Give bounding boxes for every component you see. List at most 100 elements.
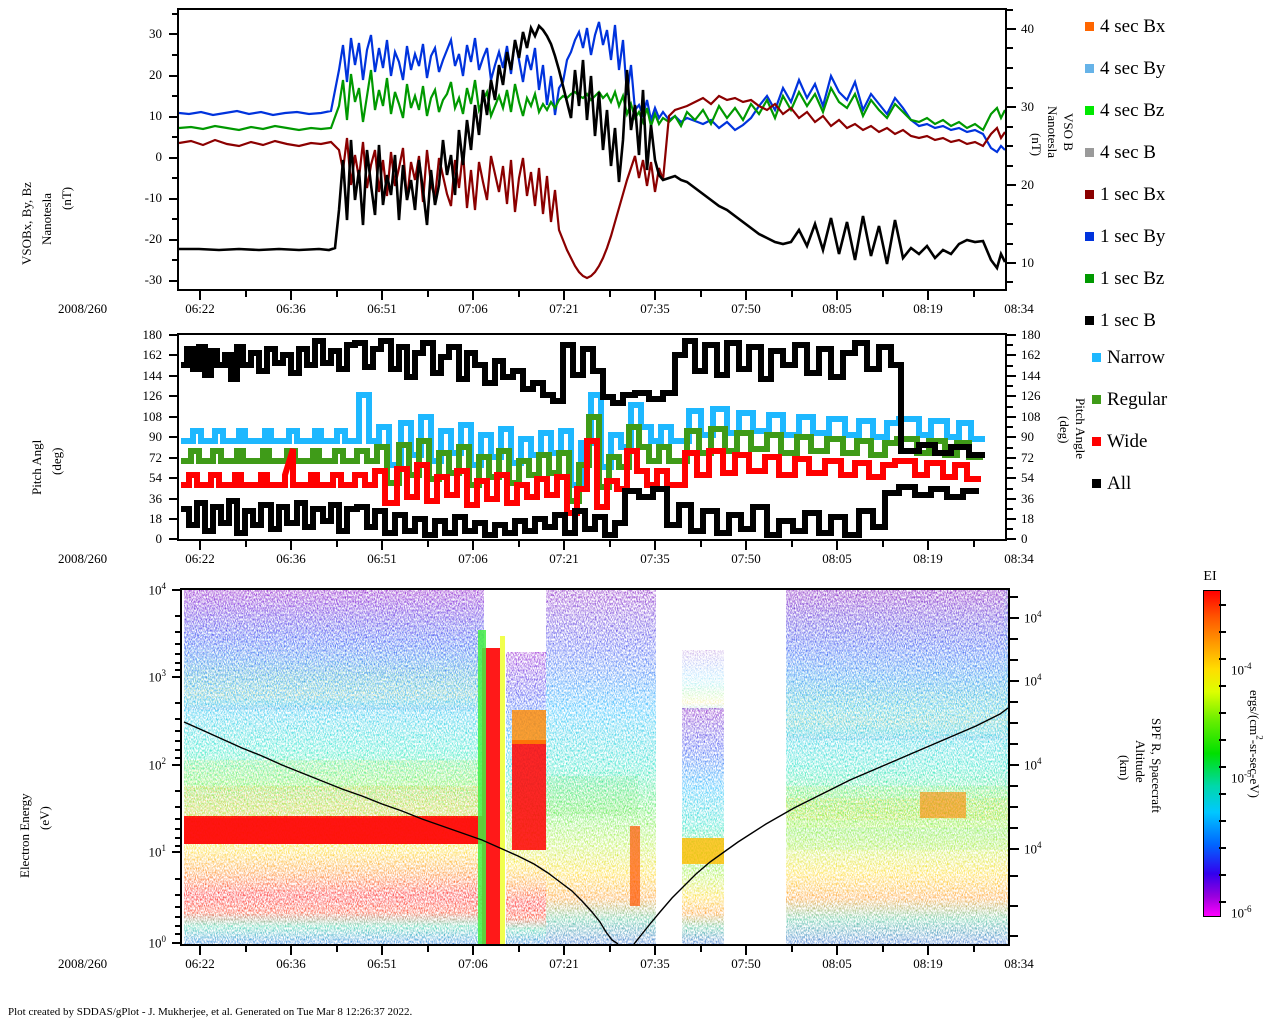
top-panel-date-label: 2008/260 — [58, 301, 108, 316]
bottom-ytick-right-3: 104 — [1024, 840, 1042, 857]
legend-label-1sec-bz: 1 sec Bz — [1100, 268, 1165, 289]
mid-xtick-9: 08:34 — [1004, 551, 1034, 566]
spectro-burst-columns — [478, 630, 546, 944]
bottom-ytick-1e3: 103 — [148, 668, 167, 685]
legend-item-7[interactable]: 1 sec B — [1085, 311, 1156, 330]
panel-pitch-angle — [177, 333, 1007, 541]
legend-swatch-4sec-bz — [1085, 106, 1094, 115]
legend-item-11[interactable]: All — [1092, 474, 1131, 493]
mid-xtick-1: 06:36 — [276, 551, 306, 566]
legend-item-8[interactable]: Narrow — [1092, 348, 1165, 367]
mid-panel-date-label: 2008/260 — [58, 551, 108, 566]
legend-swatch-1sec-bz — [1085, 274, 1094, 283]
electron-spectrogram-plot — [182, 590, 1008, 944]
series-all — [181, 338, 985, 538]
legend-swatch-1sec-bx — [1085, 190, 1094, 199]
bottom-ytick-1e0: 100 — [148, 934, 167, 951]
top-panel-ylabel-left: VSOBx, By, Bz — [19, 182, 34, 265]
mid-ytick-108: 108 — [142, 409, 163, 424]
top-ytick-0: 0 — [155, 149, 163, 164]
legend-item-3[interactable]: 4 sec B — [1085, 143, 1156, 162]
legend-item-9[interactable]: Regular — [1092, 390, 1167, 409]
top-xtick-7: 08:05 — [822, 301, 852, 316]
mid-panel-ylabel-right-units: (deg) — [1057, 416, 1072, 444]
mid-ytick-36: 36 — [149, 491, 162, 506]
top-ytick-neg30: -30 — [144, 272, 162, 287]
altitude-trace — [183, 707, 1008, 944]
legend-swatch-narrow — [1092, 353, 1101, 362]
legend-item-0[interactable]: 4 sec Bx — [1085, 17, 1165, 36]
top-ytick-20: 20 — [149, 67, 162, 82]
mid-ytick-126: 126 — [142, 388, 163, 403]
legend-item-4[interactable]: 1 sec Bx — [1085, 185, 1165, 204]
legend-item-6[interactable]: 1 sec Bz — [1085, 269, 1164, 288]
legend-label-1sec-bx: 1 sec Bx — [1100, 184, 1166, 205]
legend-swatch-4sec-bx — [1085, 22, 1094, 31]
mid-xtick-7: 08:05 — [822, 551, 852, 566]
spectro-region-late — [786, 590, 1008, 944]
top-ytick-right-30: 30 — [1021, 99, 1034, 114]
bottom-xtick-3: 07:06 — [458, 956, 488, 971]
series-narrow — [181, 392, 985, 488]
bottom-ytick-1e4: 104 — [148, 581, 167, 598]
spectro-region-mid — [546, 590, 656, 944]
mid-panel-ylabel-left-units: (deg) — [49, 447, 64, 475]
legend-item-10[interactable]: Wide — [1092, 432, 1147, 451]
legend-label-4sec-bx: 4 sec Bx — [1100, 16, 1166, 37]
series-wide — [181, 438, 981, 516]
top-ytick-right-10: 10 — [1021, 255, 1034, 270]
top-ytick-neg20: -20 — [144, 231, 162, 246]
panel-magnetic-field — [177, 8, 1007, 291]
mid-xtick-5: 07:35 — [640, 551, 670, 566]
mid-ytick-0: 0 — [155, 531, 163, 546]
top-panel-ylabel-right-units: Nanotesla — [1045, 106, 1060, 158]
legend-label-4sec-bz: 4 sec Bz — [1100, 100, 1165, 121]
legend-swatch-wide — [1092, 437, 1101, 446]
spectro-region-slab — [682, 650, 724, 944]
bottom-xtick-4: 07:21 — [549, 956, 579, 971]
legend-swatch-4sec-by — [1085, 64, 1094, 73]
bottom-xtick-7: 08:05 — [822, 956, 852, 971]
mid-ytick-54: 54 — [149, 470, 162, 485]
bottom-xtick-9: 08:34 — [1004, 956, 1034, 971]
mid-ytick-90: 90 — [149, 429, 162, 444]
legend-label-4sec-b: 4 sec B — [1100, 142, 1156, 163]
legend-label-1sec-b: 1 sec B — [1100, 310, 1156, 331]
bottom-ytick-1e2: 102 — [148, 756, 167, 773]
colorbar-units-label: ergs/(cm2-sr-sec-eV) — [1247, 690, 1265, 798]
mid-ytick-right-54: 54 — [1021, 470, 1034, 485]
legend-item-5[interactable]: 1 sec By — [1085, 227, 1165, 246]
top-panel-ylabel-right-unit2: (nT) — [1029, 133, 1044, 157]
colorbar-tick-1e-5: 10-5 — [1231, 769, 1252, 786]
top-ytick-10: 10 — [149, 108, 162, 123]
bottom-ytick-right-0: 104 — [1024, 609, 1042, 626]
top-panel-ylabel-right: VSO B — [1061, 113, 1076, 151]
legend-item-2[interactable]: 4 sec Bz — [1085, 101, 1164, 120]
mid-ytick-right-90: 90 — [1021, 429, 1034, 444]
legend-label-wide: Wide — [1107, 431, 1148, 452]
bottom-ytick-right-1: 104 — [1024, 672, 1042, 689]
top-xtick-1: 06:36 — [276, 301, 306, 316]
mid-ytick-right-126: 126 — [1021, 388, 1041, 403]
colorbar-title: EI — [1203, 569, 1217, 584]
top-xtick-0: 06:22 — [185, 301, 215, 316]
legend-label-1sec-by: 1 sec By — [1100, 226, 1166, 247]
series-1sec-Bx — [179, 94, 1005, 280]
mid-ytick-right-180: 180 — [1021, 327, 1041, 342]
bottom-xtick-2: 06:51 — [367, 956, 397, 971]
mid-xtick-8: 08:19 — [913, 551, 943, 566]
spf-spacecraft-label: SPF R, Spacecraft — [1149, 718, 1164, 813]
top-ytick-right-40: 40 — [1021, 21, 1034, 36]
legend-item-1[interactable]: 4 sec By — [1085, 59, 1165, 78]
top-xtick-3: 07:06 — [458, 301, 488, 316]
spectro-region-early — [184, 590, 484, 944]
top-xtick-6: 07:50 — [731, 301, 761, 316]
legend-label-4sec-by: 4 sec By — [1100, 58, 1166, 79]
bottom-xtick-1: 06:36 — [276, 956, 306, 971]
mid-panel-ylabel-left: Pitch Angl — [29, 439, 44, 495]
top-ytick-right-20: 20 — [1021, 177, 1034, 192]
bottom-panel-ylabel-right-units: (km) — [1117, 755, 1132, 781]
legend-swatch-all — [1092, 479, 1101, 488]
bottom-xtick-0: 06:22 — [185, 956, 215, 971]
top-xtick-9: 08:34 — [1004, 301, 1034, 316]
